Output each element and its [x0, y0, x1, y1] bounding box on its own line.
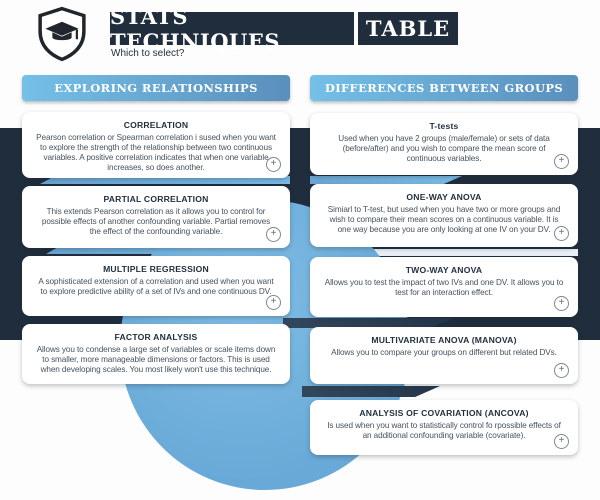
shield-graduation-cap-icon [33, 6, 91, 62]
bg-swoosh [302, 386, 440, 397]
expand-plus-button[interactable]: + [554, 154, 569, 169]
expand-plus-button[interactable]: + [554, 363, 569, 378]
card-factor-analysis: FACTOR ANALYSIS Allows you to condense a… [22, 324, 290, 385]
expand-plus-button[interactable]: + [554, 434, 569, 449]
card-title: T-tests [429, 121, 459, 131]
card-title: FACTOR ANALYSIS [114, 332, 198, 343]
card-title: MULTIPLE REGRESSION [103, 264, 209, 275]
card-title: PARTIAL CORRELATION [103, 194, 209, 205]
card-correlation: CORRELATION Pearson correlation or Spear… [22, 112, 290, 179]
card-body: This extends Pearson correlation as it a… [41, 207, 271, 237]
bg-swoosh [40, 176, 290, 184]
card-body: A sophisticated extension of a correlati… [38, 277, 274, 297]
column-header-differences-between-groups: DIFFERENCES BETWEEN GROUPS [310, 75, 578, 101]
card-body: Simiarl to T-test, but used when you hav… [327, 205, 561, 234]
card-title: MULTIVARIATE ANOVA (MANOVA) [371, 335, 517, 345]
card-multivariate-anova-manova: MULTIVARIATE ANOVA (MANOVA) Allows you t… [310, 327, 578, 384]
card-body: Pearson correlation or Spearman correlat… [36, 133, 276, 172]
card-title: TWO-WAY ANOVA [405, 265, 483, 275]
expand-plus-button[interactable]: + [554, 296, 569, 311]
card-analysis-of-covariation-ancova: ANALYSIS OF COVARIATION (ANCOVA) Is used… [310, 400, 578, 455]
column-header-exploring-relationships: EXPLORING RELATIONSHIPS [22, 75, 290, 101]
card-body: Used when you have 2 groups (male/female… [338, 134, 550, 163]
card-two-way-anova: TWO-WAY ANOVA Allows you to test the imp… [310, 257, 578, 317]
bg-swoosh [310, 249, 578, 256]
expand-plus-button[interactable]: + [266, 157, 281, 173]
bg-swoosh [310, 176, 462, 184]
page-title: STATS TECHNIQUES [110, 4, 354, 54]
card-title: ONE-WAY ANOVA [406, 192, 482, 202]
card-body: Allows you to test the impact of two IVs… [324, 278, 564, 297]
page-title-accent: TABLE [358, 12, 458, 45]
card-one-way-anova: ONE-WAY ANOVA Simiarl to T-test, but use… [310, 184, 578, 247]
expand-plus-button[interactable]: + [266, 295, 281, 311]
card-multiple-regression: MULTIPLE REGRESSION A sophisticated exte… [22, 256, 290, 317]
column-differences-between-groups: T-tests Used when you have 2 groups (mal… [310, 113, 578, 455]
card-body: Allows you to compare your groups on dif… [331, 348, 557, 357]
expand-plus-button[interactable]: + [554, 226, 569, 241]
card-title: CORRELATION [123, 120, 189, 130]
column-exploring-relationships: CORRELATION Pearson correlation or Spear… [22, 112, 290, 385]
card-partial-correlation: PARTIAL CORRELATION This extends Pearson… [22, 186, 290, 249]
expand-plus-button[interactable]: + [266, 227, 281, 243]
card-t-tests: T-tests Used when you have 2 groups (mal… [310, 113, 578, 175]
page-subtitle: Which to select? [111, 48, 185, 59]
card-body: Allows you to condense a large set of va… [36, 345, 276, 375]
bg-swoosh [283, 318, 455, 328]
card-body: Is used when you want to statistically c… [327, 421, 561, 440]
card-title: ANALYSIS OF COVARIATION (ANCOVA) [359, 408, 529, 418]
